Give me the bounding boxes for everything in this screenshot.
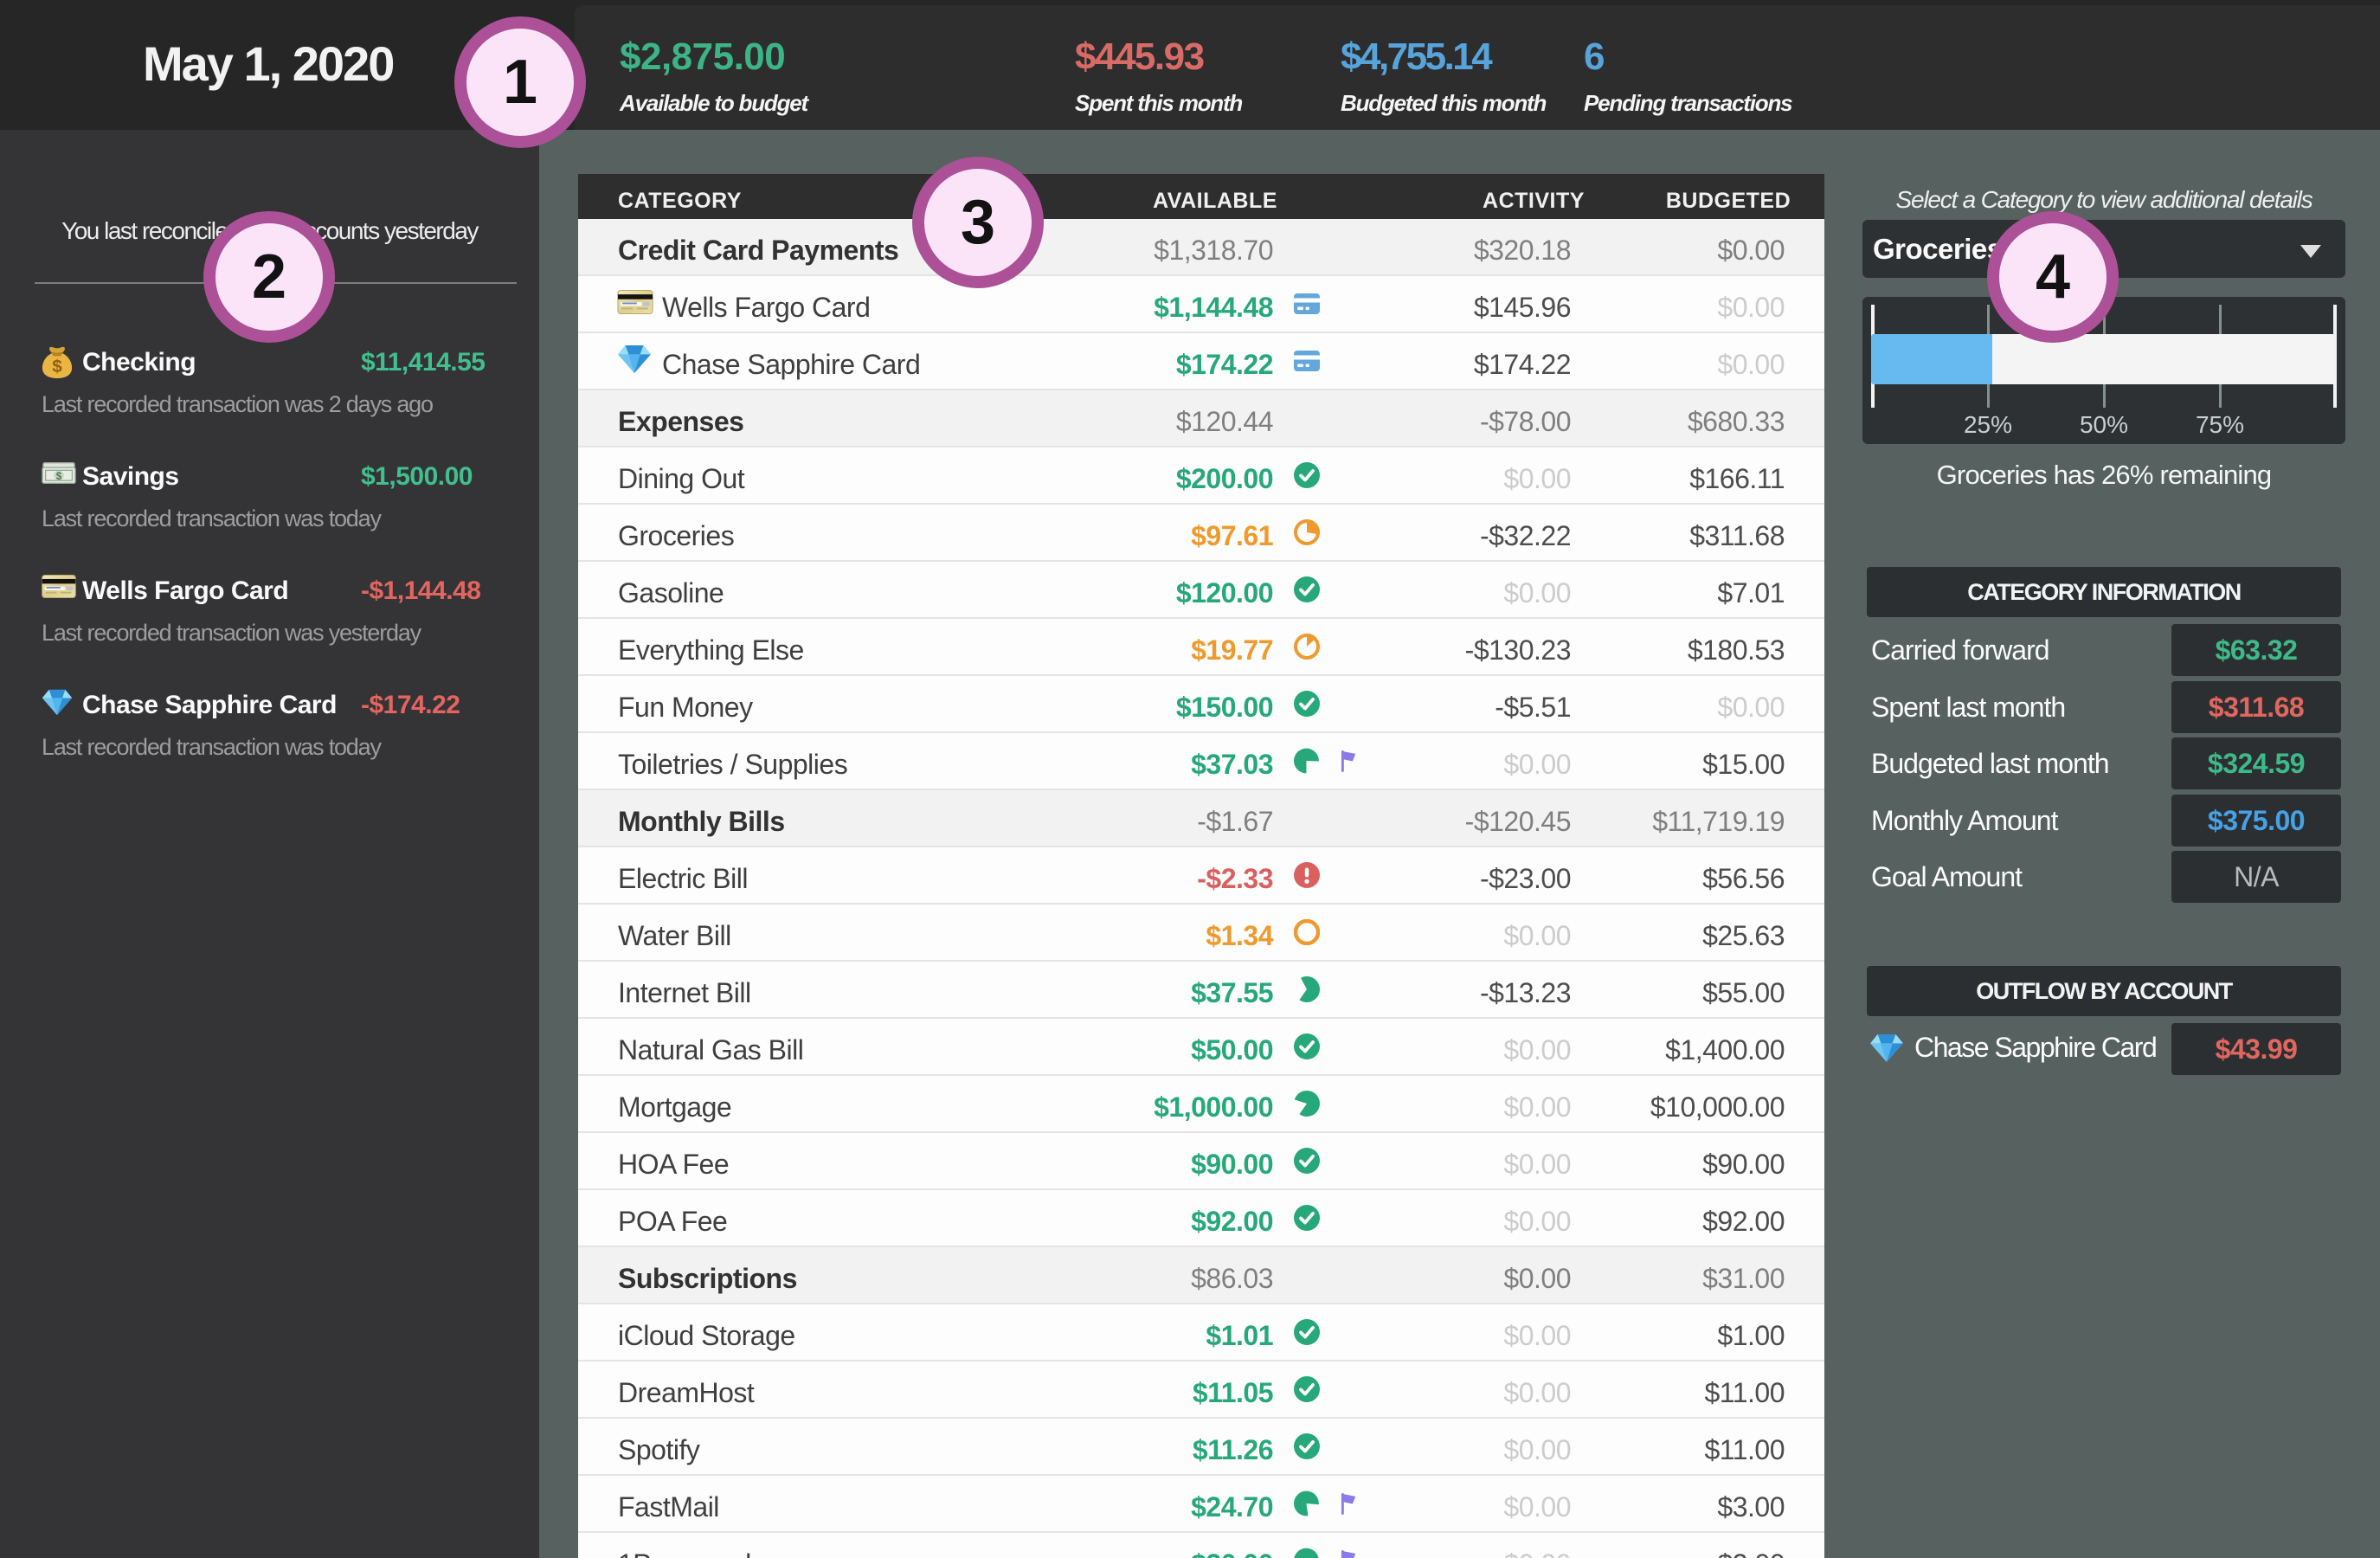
- svg-text:$: $: [56, 471, 62, 482]
- svg-text:$: $: [52, 357, 62, 377]
